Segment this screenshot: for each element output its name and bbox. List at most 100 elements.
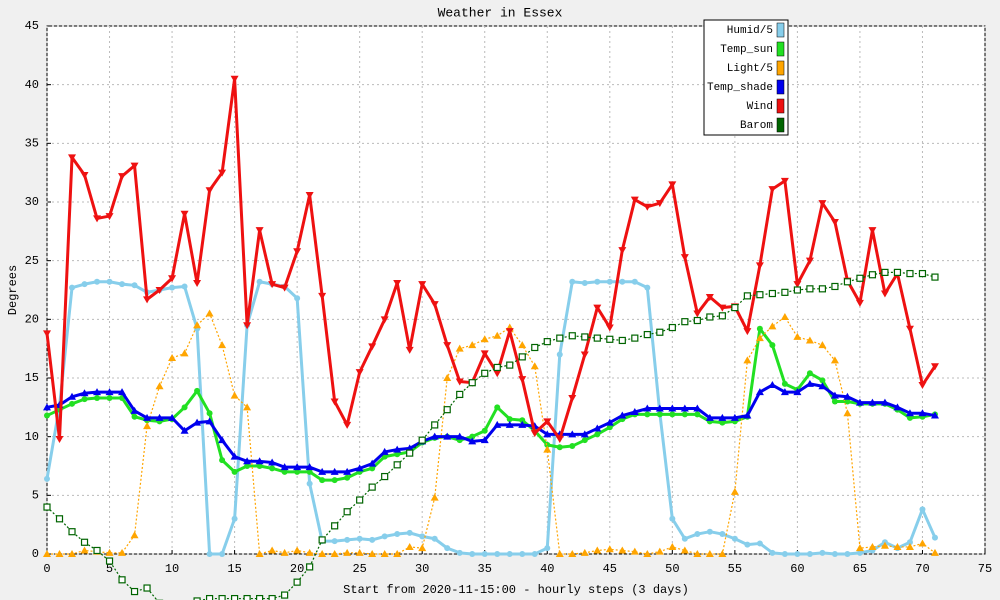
point bbox=[569, 443, 576, 450]
point bbox=[493, 331, 502, 339]
point bbox=[393, 279, 402, 287]
point bbox=[443, 342, 452, 350]
point bbox=[594, 278, 601, 285]
x-tick-label: 65 bbox=[853, 562, 867, 576]
point bbox=[856, 274, 864, 282]
point bbox=[730, 413, 739, 421]
legend-swatch bbox=[776, 60, 785, 76]
point bbox=[793, 332, 802, 340]
point bbox=[694, 411, 701, 418]
legend-label: Wind bbox=[747, 101, 773, 113]
point bbox=[743, 328, 752, 336]
point bbox=[906, 414, 913, 421]
point bbox=[355, 548, 364, 556]
point bbox=[768, 381, 777, 389]
point bbox=[455, 344, 464, 352]
point bbox=[143, 296, 152, 304]
legend: Humid/5 Temp_sun Light/5 Temp_shade Wind Baro… bbox=[703, 19, 789, 136]
point bbox=[581, 333, 589, 341]
point bbox=[306, 480, 313, 487]
point bbox=[830, 218, 839, 226]
point bbox=[269, 465, 276, 472]
point bbox=[568, 430, 577, 438]
point bbox=[69, 400, 76, 407]
point bbox=[656, 411, 663, 418]
point bbox=[644, 284, 651, 291]
point bbox=[118, 548, 127, 556]
point bbox=[530, 430, 539, 438]
point bbox=[780, 388, 789, 396]
point bbox=[255, 550, 264, 557]
point bbox=[768, 186, 777, 194]
point bbox=[430, 493, 439, 501]
point bbox=[468, 437, 477, 445]
point bbox=[218, 169, 227, 177]
point bbox=[194, 387, 201, 394]
point bbox=[356, 496, 364, 504]
point bbox=[343, 508, 351, 516]
point bbox=[193, 597, 201, 600]
point bbox=[481, 427, 488, 434]
point bbox=[843, 409, 852, 417]
point bbox=[143, 413, 152, 421]
point bbox=[105, 548, 114, 556]
point bbox=[355, 464, 364, 472]
point bbox=[605, 545, 614, 553]
point bbox=[481, 369, 489, 377]
point bbox=[256, 463, 263, 469]
point bbox=[443, 406, 451, 414]
point bbox=[394, 451, 401, 458]
point bbox=[681, 411, 688, 418]
point bbox=[718, 550, 727, 557]
point bbox=[605, 418, 614, 426]
point bbox=[618, 546, 627, 554]
point bbox=[831, 398, 838, 405]
point bbox=[168, 413, 177, 421]
point bbox=[130, 531, 139, 539]
point bbox=[481, 551, 488, 557]
y-tick-label: 35 bbox=[25, 137, 39, 151]
point bbox=[519, 417, 526, 424]
point bbox=[344, 536, 351, 543]
plot-area bbox=[46, 25, 986, 555]
point bbox=[918, 539, 927, 547]
point bbox=[219, 457, 226, 464]
point bbox=[305, 191, 314, 199]
point bbox=[844, 398, 851, 405]
point bbox=[781, 288, 789, 296]
point bbox=[818, 382, 827, 390]
point bbox=[280, 463, 289, 471]
point bbox=[43, 550, 51, 557]
point bbox=[369, 465, 376, 472]
point bbox=[643, 203, 652, 211]
x-tick-label: 25 bbox=[352, 562, 366, 576]
point bbox=[668, 404, 677, 412]
point bbox=[306, 468, 313, 475]
point bbox=[581, 437, 588, 444]
point bbox=[843, 278, 852, 286]
y-tick-label: 25 bbox=[25, 254, 39, 268]
x-tick-label: 60 bbox=[790, 562, 804, 576]
point bbox=[318, 292, 327, 300]
point bbox=[55, 550, 64, 557]
point bbox=[768, 322, 777, 330]
point bbox=[231, 468, 238, 475]
point bbox=[643, 550, 652, 557]
point bbox=[443, 374, 452, 381]
point bbox=[118, 173, 127, 181]
point bbox=[393, 461, 401, 469]
point bbox=[330, 467, 339, 475]
point bbox=[243, 594, 251, 600]
x-tick-label: 5 bbox=[106, 562, 113, 576]
point bbox=[631, 334, 639, 342]
point bbox=[168, 354, 177, 362]
point bbox=[331, 477, 338, 484]
point bbox=[231, 515, 238, 522]
point bbox=[605, 324, 614, 332]
point bbox=[256, 278, 263, 285]
point bbox=[369, 536, 376, 543]
point bbox=[719, 531, 726, 538]
point bbox=[606, 424, 613, 431]
point bbox=[805, 257, 814, 265]
point bbox=[330, 398, 339, 406]
